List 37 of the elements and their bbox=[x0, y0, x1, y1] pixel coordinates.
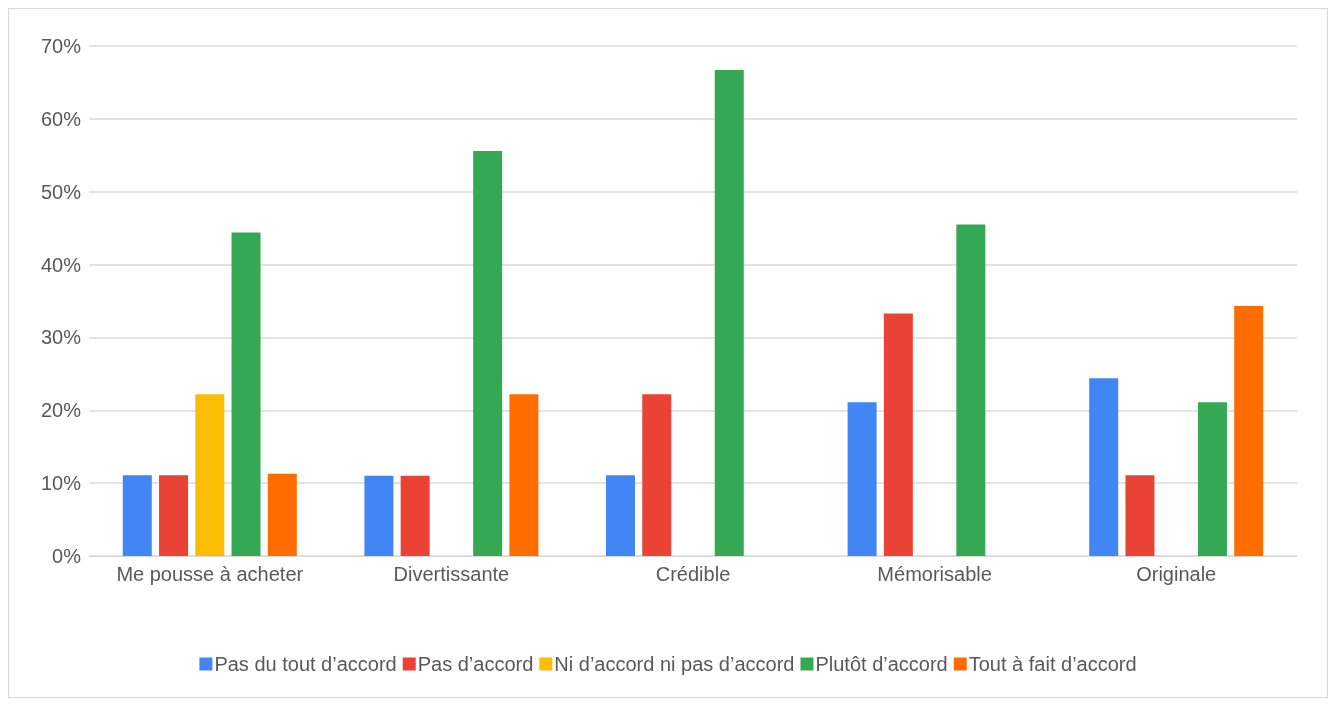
bar bbox=[606, 475, 635, 556]
bar bbox=[231, 232, 261, 556]
legend-label: Pas d’accord bbox=[417, 653, 534, 675]
bar bbox=[159, 475, 189, 556]
x-tick-label: Crédible bbox=[655, 563, 731, 585]
y-tick-label: 60% bbox=[40, 107, 82, 130]
bar bbox=[1197, 402, 1227, 556]
bar bbox=[1125, 475, 1155, 556]
bar bbox=[714, 70, 744, 556]
legend-label: Plutôt d’accord bbox=[815, 653, 948, 675]
bar bbox=[400, 475, 430, 556]
legend-label: Pas du tout d’accord bbox=[214, 653, 397, 675]
legend-label: Ni d’accord ni pas d’accord bbox=[554, 653, 795, 675]
legend-label: Tout à fait d’accord bbox=[968, 653, 1137, 675]
y-tick-label: 50% bbox=[40, 180, 82, 203]
y-tick-label: 0% bbox=[52, 545, 82, 567]
y-tick-label: 40% bbox=[40, 253, 82, 276]
bar bbox=[364, 475, 394, 556]
y-tick-label: 70% bbox=[40, 35, 82, 57]
bar bbox=[1089, 378, 1119, 556]
bar bbox=[883, 313, 913, 556]
bar bbox=[509, 394, 539, 556]
x-tick-label: Divertissante bbox=[393, 563, 510, 585]
x-tick-label: Mémorisable bbox=[877, 563, 992, 585]
bar bbox=[847, 402, 877, 556]
bar bbox=[642, 394, 672, 556]
x-tick-label: Originale bbox=[1136, 563, 1217, 585]
bar bbox=[267, 473, 297, 556]
y-tick-label: 20% bbox=[40, 399, 82, 422]
bar bbox=[122, 475, 152, 556]
y-tick-label: 10% bbox=[40, 472, 82, 495]
y-tick-label: 30% bbox=[40, 326, 82, 349]
bar bbox=[956, 224, 986, 556]
bar bbox=[1234, 306, 1264, 556]
bar bbox=[195, 394, 225, 556]
x-tick-label: Me pousse à acheter bbox=[116, 563, 304, 585]
bar bbox=[473, 150, 503, 556]
